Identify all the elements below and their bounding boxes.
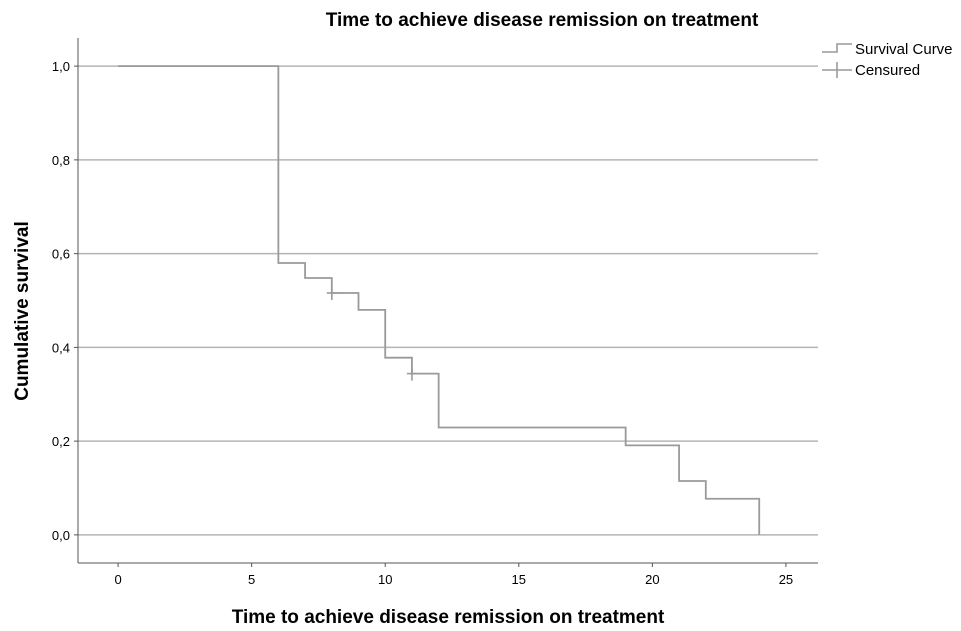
legend-swatch-survival-curve — [822, 43, 852, 53]
y-tick-label-3: 0,6 — [52, 247, 70, 262]
x-tick-label-5: 25 — [779, 572, 793, 587]
legend: Survival Curve Censured — [822, 41, 953, 79]
tick-labels: 0,0 0,2 0,4 0,6 0,8 1,0 0 5 10 15 20 25 — [52, 59, 793, 587]
legend-label-censored: Censured — [855, 62, 920, 79]
y-axis-title: Cumulative survival — [12, 221, 33, 401]
grid-layer — [78, 65, 818, 536]
y-tick-label-4: 0,8 — [52, 153, 70, 168]
censored-marker-1 — [406, 366, 417, 381]
chart-title: Time to achieve disease remission on tre… — [326, 10, 759, 31]
series-layer — [118, 65, 761, 535]
legend-item-survival-curve: Survival Curve — [822, 41, 953, 58]
x-tick-label-0: 0 — [114, 572, 121, 587]
x-tick-label-1: 5 — [248, 572, 255, 587]
x-axis-title: Time to achieve disease remission on tre… — [232, 607, 665, 626]
survival-curve-line — [118, 65, 761, 535]
y-tick-label-0: 0,0 — [52, 528, 70, 543]
y-tick-label-5: 1,0 — [52, 59, 70, 74]
x-tick-label-2: 10 — [378, 572, 392, 587]
x-tick-label-4: 20 — [645, 572, 659, 587]
legend-item-censored: Censured — [822, 62, 920, 79]
y-tick-label-1: 0,2 — [52, 434, 70, 449]
y-tick-label-2: 0,4 — [52, 340, 70, 355]
x-tick-label-3: 15 — [512, 572, 526, 587]
censored-marker-0 — [326, 286, 337, 300]
legend-label-survival-curve: Survival Curve — [855, 41, 953, 58]
axis-layer — [77, 38, 818, 564]
